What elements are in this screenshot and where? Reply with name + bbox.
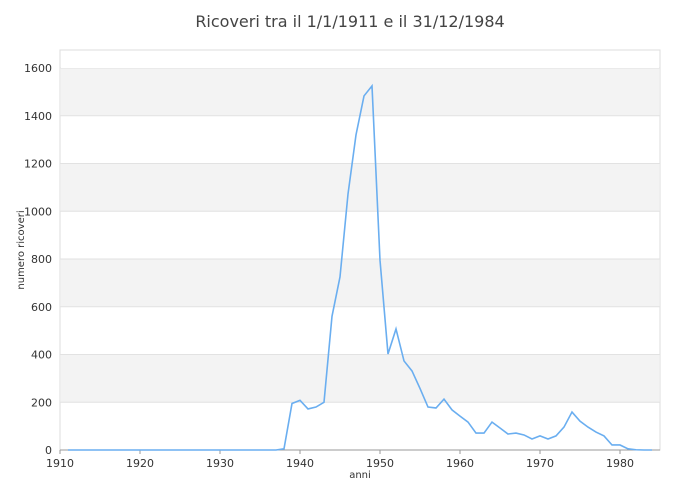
y-tick-label: 0 xyxy=(45,444,52,457)
y-tick-label: 400 xyxy=(31,349,52,362)
x-tick-label: 1950 xyxy=(366,457,394,470)
y-tick-label: 600 xyxy=(31,301,52,314)
x-tick-label: 1930 xyxy=(206,457,234,470)
chart-title: Ricoveri tra il 1/1/1911 e il 31/12/1984 xyxy=(195,12,505,31)
x-tick-label: 1920 xyxy=(126,457,154,470)
y-axis-label: numero ricoveri xyxy=(16,210,27,289)
y-tick-label: 800 xyxy=(31,253,52,266)
y-tick-label: 1200 xyxy=(24,158,52,171)
x-tick-label: 1910 xyxy=(46,457,74,470)
grid-band xyxy=(61,163,659,212)
y-tick-label: 1400 xyxy=(24,110,52,123)
grid-band xyxy=(61,68,659,116)
x-tick-label: 1970 xyxy=(526,457,554,470)
y-tick-label: 200 xyxy=(31,396,52,409)
y-tick-label: 1000 xyxy=(24,205,52,218)
x-tick-label: 1960 xyxy=(446,457,474,470)
grid-band xyxy=(61,51,659,68)
x-tick-label: 1940 xyxy=(286,457,314,470)
x-axis-label: anni xyxy=(349,470,371,481)
x-tick-label: 1980 xyxy=(606,457,634,470)
series-line xyxy=(68,83,652,451)
y-tick-label: 1600 xyxy=(24,62,52,75)
grid-band xyxy=(61,354,659,403)
grid-band xyxy=(61,259,659,307)
